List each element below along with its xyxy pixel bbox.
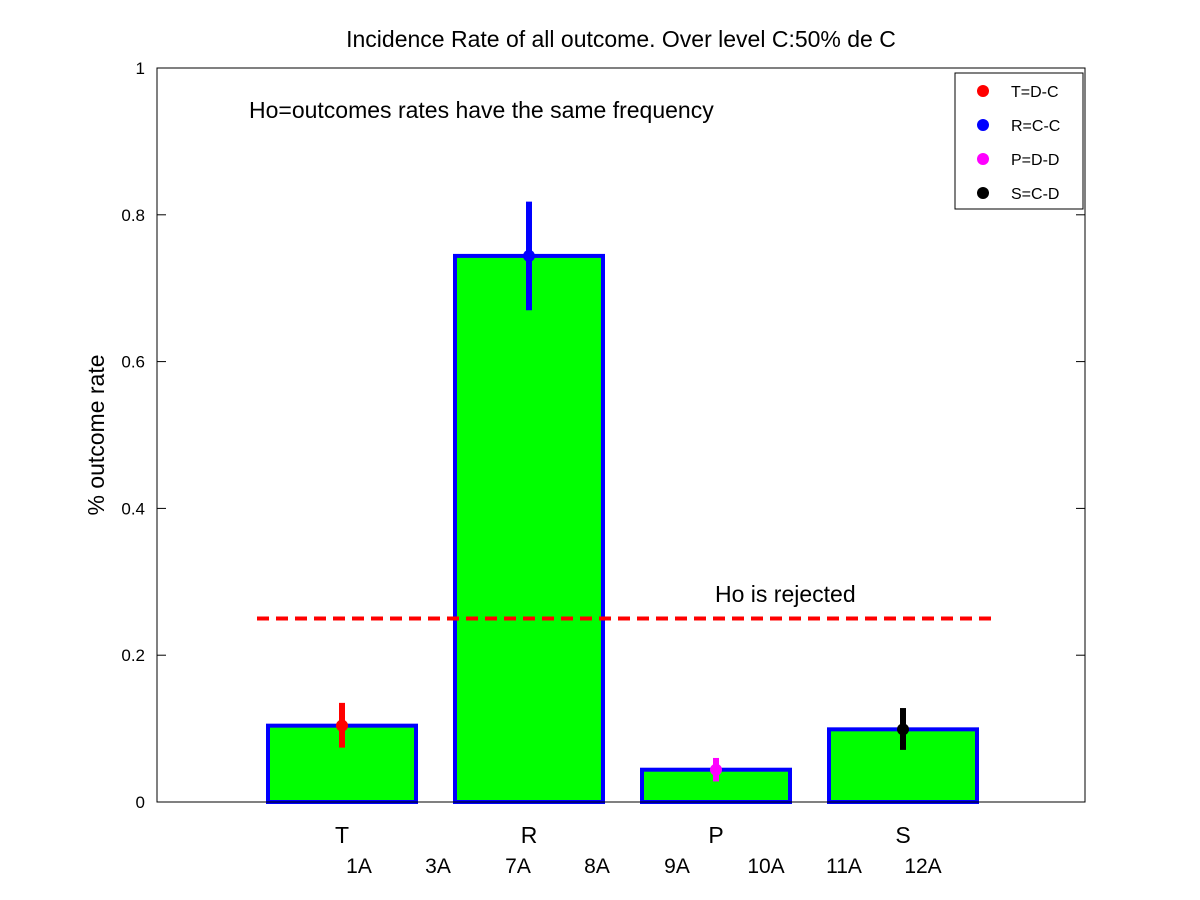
- x-tick-label: T: [335, 822, 349, 848]
- error-bars-layer: [336, 201, 909, 782]
- legend-box: [954, 72, 1084, 210]
- secondary-x-label: 11A: [826, 855, 862, 878]
- x-tick-label: P: [708, 822, 723, 848]
- bar-s: [827, 727, 979, 804]
- legend-label: R=C-C: [1011, 118, 1060, 135]
- legend-label: P=D-D: [1011, 152, 1059, 169]
- y-axis: 0 0.2 0.4 0.6 0.8 1: [121, 59, 1085, 812]
- secondary-x-label: 1A: [346, 855, 372, 878]
- marker-t: [336, 719, 348, 732]
- plot-area: [157, 68, 1085, 802]
- marker-r: [523, 249, 535, 262]
- secondary-x-label: 7A: [505, 855, 531, 878]
- chart-title: Incidence Rate of all outcome. Over leve…: [346, 26, 896, 52]
- marker-p: [710, 763, 722, 776]
- secondary-x-label: 12A: [904, 855, 941, 878]
- legend-marker: [977, 119, 989, 131]
- y-tick-label: 0: [136, 793, 145, 812]
- y-tick-label: 0.6: [121, 353, 145, 372]
- legend-marker: [977, 153, 989, 165]
- x-axis: T R P S 1A 3A 7A 8A 9A 10A 11A 12A: [335, 822, 942, 878]
- legend-marker: [977, 187, 989, 199]
- y-tick-label: 0.4: [121, 499, 145, 518]
- secondary-x-label: 8A: [584, 855, 610, 878]
- y-tick-label: 0.2: [121, 646, 145, 665]
- x-tick-label: S: [895, 822, 910, 848]
- bar-r: [453, 253, 605, 805]
- legend-label: S=C-D: [1011, 186, 1059, 203]
- y-axis-label: % outcome rate: [83, 354, 109, 515]
- legend: T=D-C R=C-C P=D-D S=C-D: [954, 72, 1084, 210]
- secondary-x-label: 3A: [425, 855, 451, 878]
- plot-frame: [156, 67, 1086, 803]
- secondary-x-label: 9A: [664, 855, 690, 878]
- legend-label: T=D-C: [1011, 84, 1059, 101]
- result-annotation: Ho is rejected: [715, 581, 856, 607]
- hypothesis-annotation: Ho=outcomes rates have the same frequenc…: [249, 97, 714, 123]
- x-tick-label: R: [521, 822, 538, 848]
- legend-marker: [977, 85, 989, 97]
- y-tick-label: 0.8: [121, 206, 145, 225]
- marker-s: [897, 723, 909, 736]
- secondary-x-label: 10A: [747, 855, 784, 878]
- y-tick-label: 1: [136, 59, 145, 78]
